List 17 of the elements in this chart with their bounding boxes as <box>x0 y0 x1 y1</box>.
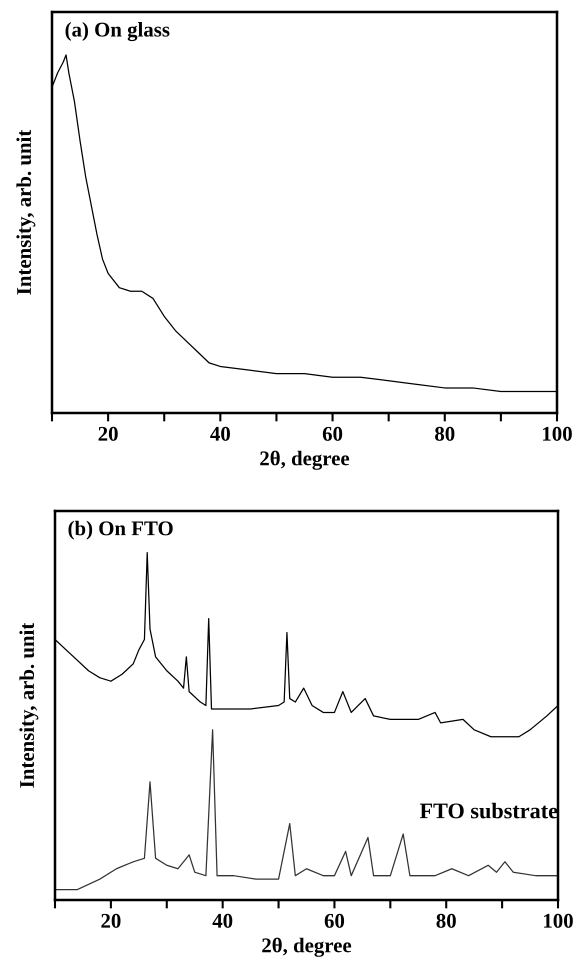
x-axis-title: 2θ, degree <box>260 450 350 470</box>
chart-title: (a) On glass <box>66 22 170 42</box>
x-tick-label: 20 <box>101 914 121 928</box>
x-tick-label: 80 <box>436 914 456 928</box>
y-axis-title: Intensity, arb. unit <box>19 622 38 788</box>
y-axis-title: Intensity, arb. unit <box>16 130 36 295</box>
x-tick-label: 80 <box>435 426 454 441</box>
x-tick-label: 20 <box>98 426 118 441</box>
x-tick-label: 100 <box>543 426 572 441</box>
x-tick-label: 100 <box>544 914 573 928</box>
x-axis-title: 2θ, degree <box>262 938 352 957</box>
x-tick-label: 40 <box>212 914 232 928</box>
x-tick-label: 60 <box>324 914 344 928</box>
x-tick-label: 40 <box>210 426 230 441</box>
chart-title: (b) On FTO <box>68 520 173 540</box>
series-label: FTO substrate <box>420 802 558 818</box>
x-tick-label: 60 <box>322 426 342 441</box>
